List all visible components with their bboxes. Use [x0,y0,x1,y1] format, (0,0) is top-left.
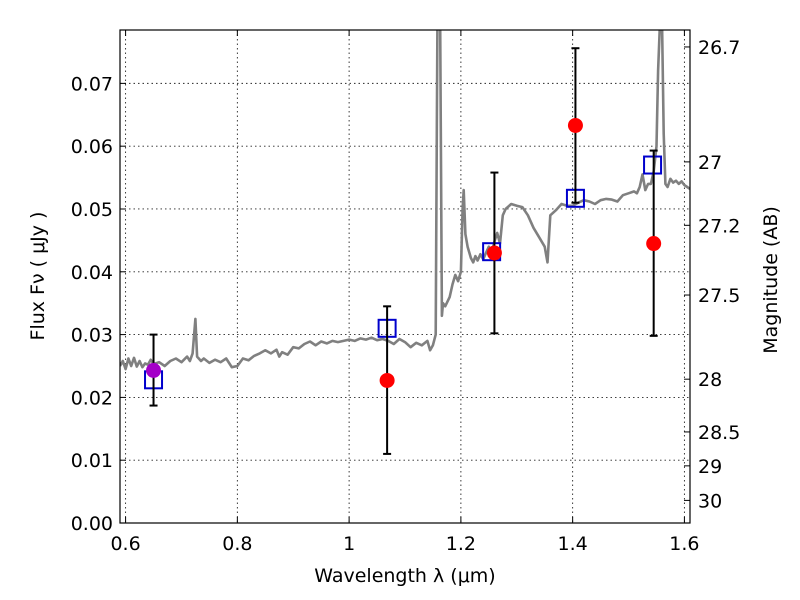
right-tick-label: 30 [698,490,722,512]
y-tick-label: 0.00 [71,513,113,535]
x-tick-label: 1.6 [669,533,699,555]
spectrum-line [120,30,690,371]
plot-area [120,30,690,455]
right-tick-label: 27.5 [698,285,740,307]
y-tick-label: 0.06 [71,136,113,158]
y-tick-label: 0.01 [71,450,113,472]
model-point-square [643,155,663,175]
right-tick-label: 26.7 [698,37,740,59]
y-tick-label: 0.04 [71,262,113,284]
y-tick-label: 0.03 [71,325,113,347]
observed-point [379,372,395,388]
right-axis-title: Magnitude (AB) [760,206,782,354]
y-tick-label: 0.07 [71,73,113,95]
y-tick-label: 0.02 [71,387,113,409]
observed-point [646,236,662,252]
x-tick-label: 0.8 [222,533,252,555]
x-tick-label: 1.2 [446,533,476,555]
right-tick-label: 28.5 [698,422,740,444]
y-axis-title: Flux Fν ( μJy ) [27,212,49,341]
x-tick-label: 1.4 [558,533,588,555]
plot-content [120,30,690,455]
observed-point [486,245,502,261]
grid [120,30,690,524]
observed-point [146,362,162,378]
axes: 0.6 0.8 1 1.2 1.4 1.6 0.00 0.01 0.02 0.03 0.04 0.05… [71,30,740,555]
right-tick-label: 29 [698,456,722,478]
x-tick-label: 0.6 [110,533,140,555]
observed-point [567,117,583,133]
right-tick-label: 27.2 [698,215,740,237]
y-tick-label: 0.05 [71,199,113,221]
right-tick-label: 28 [698,369,722,391]
plot-frame [119,29,691,524]
x-axis-title: Wavelength λ (μm) [314,565,495,587]
x-tick-label: 1 [343,533,355,555]
right-tick-label: 27 [698,152,722,174]
